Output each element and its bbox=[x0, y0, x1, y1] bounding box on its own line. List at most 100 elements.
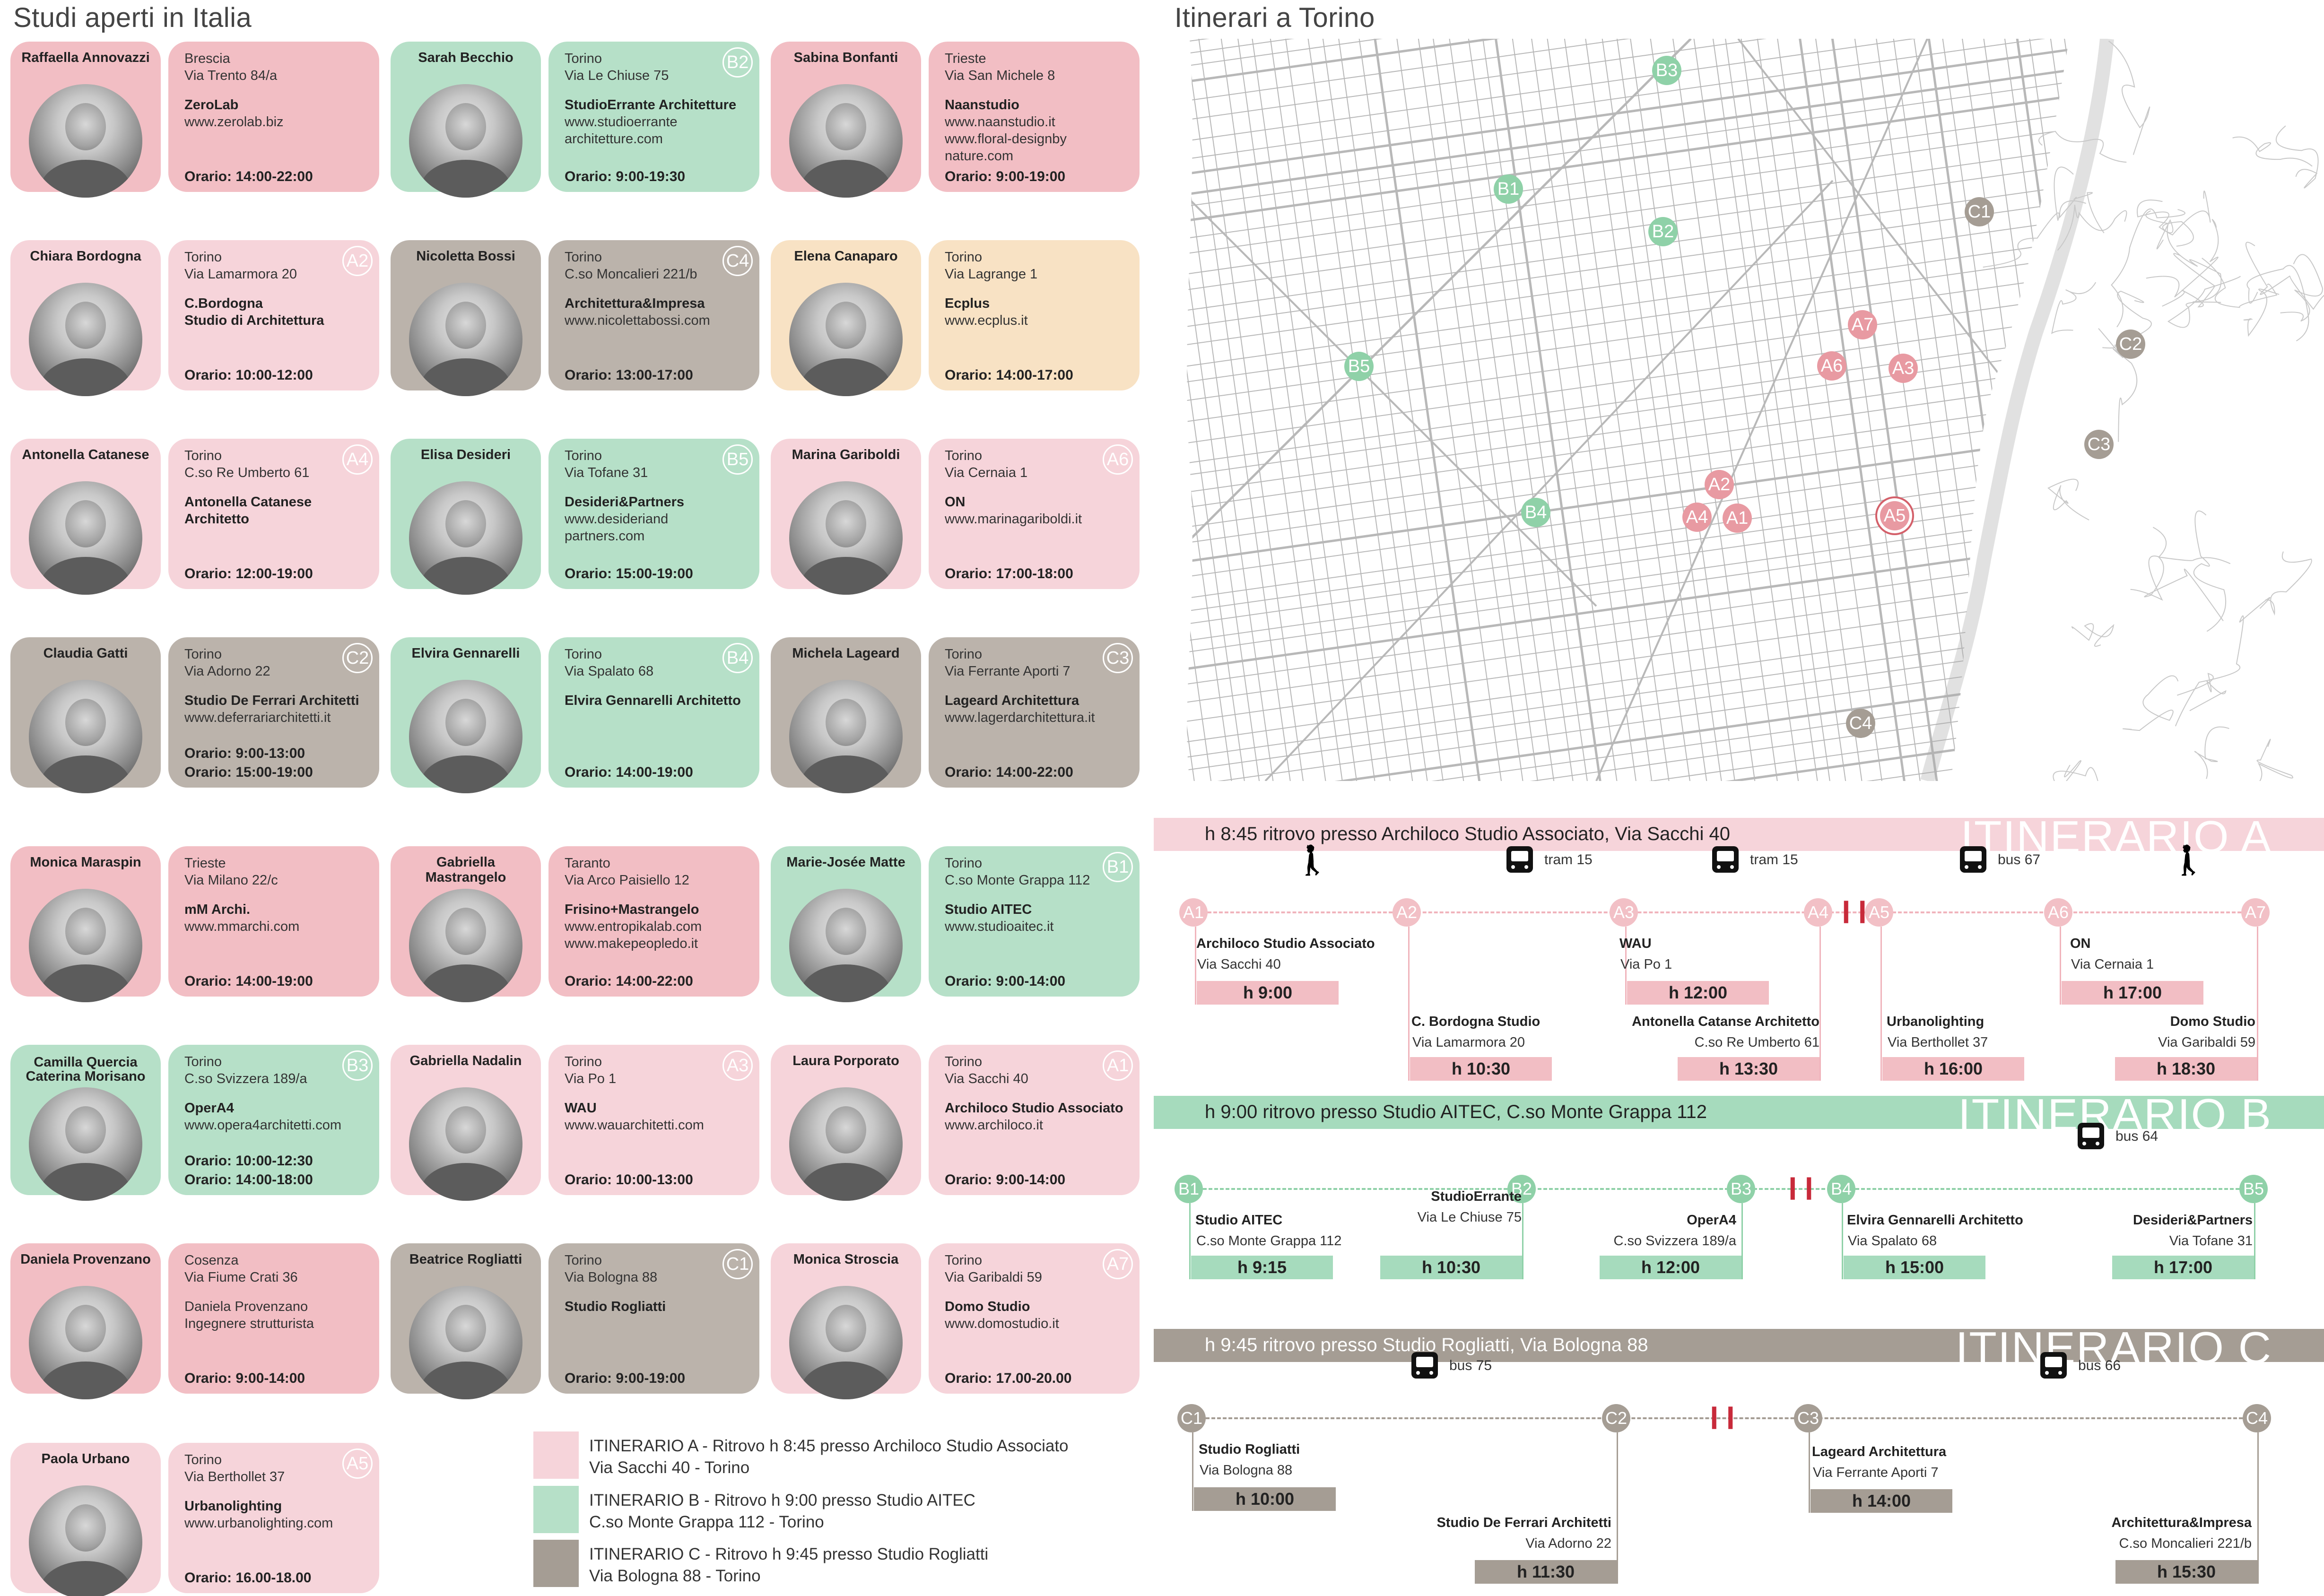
stop-node[interactable]: C4 bbox=[2243, 1404, 2271, 1432]
studio-web-line[interactable]: www.ecplus.it bbox=[945, 313, 1028, 328]
stop-node[interactable]: A4 bbox=[1804, 898, 1832, 927]
studio-info-card[interactable]: Torino Via Ferrante Aporti 7 Lageard Archi… bbox=[929, 637, 1140, 788]
person-card[interactable]: Claudia Gatti bbox=[10, 637, 161, 793]
studio-info-card[interactable]: Torino C.so Re Umberto 61 Antonella Catane… bbox=[168, 439, 379, 589]
map-pin-a4[interactable]: A4 bbox=[1682, 503, 1712, 532]
stop-node[interactable]: B4 bbox=[1827, 1175, 1855, 1203]
studio-web-line[interactable]: www.opera4architetti.com bbox=[184, 1118, 342, 1133]
studio-info-card[interactable]: Taranto Via Arco Paisiello 12 Frisino+Mast… bbox=[548, 846, 759, 997]
map-pin-b5[interactable]: B5 bbox=[1344, 352, 1374, 381]
studio-web-line[interactable]: Ingegnere strutturista bbox=[184, 1316, 314, 1331]
stop-node[interactable]: A3 bbox=[1610, 898, 1638, 927]
map-pin-a1[interactable]: A1 bbox=[1723, 503, 1752, 533]
studio-web-line[interactable]: www.urbanolighting.com bbox=[184, 1516, 333, 1531]
studio-web-line[interactable]: www.makepeopledo.it bbox=[565, 936, 698, 951]
studio-web-line[interactable]: Daniela Provenzano bbox=[184, 1299, 308, 1314]
person-card[interactable]: Antonella Catanese bbox=[10, 439, 161, 595]
studio-info-card[interactable]: Torino Via Cernaia 1 ON www.marinagariboldi… bbox=[929, 439, 1140, 589]
person-card[interactable]: Elisa Desideri bbox=[391, 439, 541, 595]
studio-web-line[interactable]: www.archiloco.it bbox=[945, 1118, 1043, 1133]
person-card[interactable]: Camilla Quercia Caterina Morisano bbox=[10, 1045, 161, 1201]
stop-node[interactable]: A1 bbox=[1179, 898, 1208, 927]
studio-web-line[interactable]: www.floral-designby bbox=[945, 131, 1067, 147]
person-card[interactable]: Elvira Gennarelli bbox=[391, 637, 541, 793]
studio-info-card[interactable]: Torino Via Garibaldi 59 Domo Studio www.dom… bbox=[929, 1243, 1140, 1394]
studio-web-line[interactable]: www.wauarchitetti.com bbox=[565, 1118, 704, 1133]
stop-node[interactable]: B1 bbox=[1175, 1175, 1203, 1203]
map-pin-a6[interactable]: A6 bbox=[1817, 351, 1846, 381]
person-card[interactable]: Daniela Provenzano bbox=[10, 1243, 161, 1399]
person-card[interactable]: Laura Porporato bbox=[771, 1045, 921, 1201]
map-pin-c3[interactable]: C3 bbox=[2084, 430, 2114, 459]
studio-info-card[interactable]: Torino C.so Monte Grappa 112 Studio AITEC w… bbox=[929, 846, 1140, 997]
studio-web-line[interactable]: www.deferrariarchitetti.it bbox=[184, 710, 331, 725]
map-pin-b4[interactable]: B4 bbox=[1521, 498, 1550, 527]
person-card[interactable]: Monica Maraspin bbox=[10, 846, 161, 1002]
map-pin-c1[interactable]: C1 bbox=[1965, 197, 1994, 226]
studio-info-card[interactable]: Torino Via Berthollet 37 Urbanolighting www… bbox=[168, 1443, 379, 1593]
studio-web-line[interactable]: www.nicolettabossi.com bbox=[565, 313, 710, 328]
stop-node[interactable]: C2 bbox=[1602, 1404, 1630, 1432]
person-card[interactable]: Elena Canaparo bbox=[771, 240, 921, 396]
studio-info-card[interactable]: Torino Via Lamarmora 20 C.Bordogna Studio d… bbox=[168, 240, 379, 390]
person-card[interactable]: Nicoletta Bossi bbox=[391, 240, 541, 396]
studio-web-line[interactable]: nature.com bbox=[945, 148, 1014, 164]
studio-info-card[interactable]: Brescia Via Trento 84/a ZeroLab www.zerolab… bbox=[168, 42, 379, 192]
person-card[interactable]: Paola Urbano bbox=[10, 1443, 161, 1596]
studio-web-line[interactable]: www.naanstudio.it bbox=[945, 114, 1055, 130]
studio-info-card[interactable]: Torino C.so Svizzera 189/a OperA4 www.opera… bbox=[168, 1045, 379, 1195]
person-card[interactable]: Raffaella Annovazzi bbox=[10, 42, 161, 198]
stop-node[interactable]: A7 bbox=[2241, 898, 2270, 927]
studio-web-line[interactable]: www.marinagariboldi.it bbox=[945, 512, 1082, 527]
map-pin-a3[interactable]: A3 bbox=[1889, 354, 1918, 383]
stop-node[interactable]: B3 bbox=[1727, 1175, 1755, 1203]
stop-node[interactable]: C3 bbox=[1794, 1404, 1822, 1432]
studio-info-card[interactable]: Torino Via Bologna 88 Studio Rogliatti Orar… bbox=[548, 1243, 759, 1394]
studio-web-line[interactable]: www.desideriand bbox=[565, 512, 669, 527]
studio-info-card[interactable]: Torino Via Sacchi 40 Archiloco Studio Asso… bbox=[929, 1045, 1140, 1195]
studio-web-line[interactable]: www.mmarchi.com bbox=[184, 919, 300, 934]
map-pin-b2[interactable]: B2 bbox=[1648, 217, 1678, 246]
map-pin-b3[interactable]: B3 bbox=[1652, 56, 1681, 85]
map-pin-a7[interactable]: A7 bbox=[1848, 310, 1877, 339]
studio-web-line[interactable]: www.lagerdarchitettura.it bbox=[945, 710, 1095, 725]
map-pin-b1[interactable]: B1 bbox=[1494, 174, 1523, 204]
studio-info-card[interactable]: Torino Via Lagrange 1 Ecplus www.ecplus.it O… bbox=[929, 240, 1140, 390]
studio-info-card[interactable]: Trieste Via Milano 22/c mM Archi. www.mmarc… bbox=[168, 846, 379, 997]
studio-web-line[interactable]: www.entropikalab.com bbox=[565, 919, 702, 934]
studio-info-card[interactable]: Torino Via Po 1 WAU www.wauarchitetti.com Or… bbox=[548, 1045, 759, 1195]
person-card[interactable]: Gabriella Mastrangelo bbox=[391, 846, 541, 1002]
person-card[interactable]: Chiara Bordogna bbox=[10, 240, 161, 396]
studio-info-card[interactable]: Torino Via Spalato 68 Elvira Gennarelli Ar… bbox=[548, 637, 759, 788]
studio-web-line[interactable]: www.zerolab.biz bbox=[184, 114, 284, 130]
person-card[interactable]: Gabriella Nadalin bbox=[391, 1045, 541, 1201]
studio-web-line[interactable]: www.studioerrante bbox=[565, 114, 678, 130]
studio-info-card[interactable]: Torino Via Tofane 31 Desideri&Partners www.… bbox=[548, 439, 759, 589]
stop-node[interactable]: B2 bbox=[1507, 1175, 1536, 1203]
map-pin-c4[interactable]: C4 bbox=[1846, 709, 1875, 738]
stop-node[interactable]: A2 bbox=[1393, 898, 1421, 927]
map-pin-a5[interactable]: A5 bbox=[1880, 501, 1909, 530]
person-card[interactable]: Marina Gariboldi bbox=[771, 439, 921, 595]
studio-info-card[interactable]: Torino Via Le Chiuse 75 StudioErrante Arch… bbox=[548, 42, 759, 192]
studio-info-card[interactable]: Trieste Via San Michele 8 Naanstudio www.na… bbox=[929, 42, 1140, 192]
studio-web-line[interactable]: architetture.com bbox=[565, 131, 663, 147]
studio-info-card[interactable]: Torino C.so Moncalieri 221/b Architettura&… bbox=[548, 240, 759, 390]
map-pin-a2[interactable]: A2 bbox=[1705, 470, 1734, 499]
person-card[interactable]: Monica Stroscia bbox=[771, 1243, 921, 1399]
studio-info-card[interactable]: Torino Via Adorno 22 Studio De Ferrari Arc… bbox=[168, 637, 379, 788]
studio-info-card[interactable]: Cosenza Via Fiume Crati 36 Daniela Provenz… bbox=[168, 1243, 379, 1394]
studio-web-line[interactable]: partners.com bbox=[565, 529, 645, 544]
studio-web-line[interactable]: www.studioaitec.it bbox=[945, 919, 1054, 934]
studio-web-line[interactable]: www.domostudio.it bbox=[945, 1316, 1059, 1331]
person-card[interactable]: Sabina Bonfanti bbox=[771, 42, 921, 198]
stop-node[interactable]: A5 bbox=[1865, 898, 1893, 927]
person-card[interactable]: Beatrice Rogliatti bbox=[391, 1243, 541, 1399]
person-card[interactable]: Marie-Josée Matte bbox=[771, 846, 921, 1002]
person-card[interactable]: Michela Lageard bbox=[771, 637, 921, 793]
stop-node[interactable]: C1 bbox=[1177, 1404, 1206, 1432]
map-pin-c2[interactable]: C2 bbox=[2116, 330, 2145, 359]
turin-map[interactable]: B3 B1 B2 C1 A7 A6 A3 C2 B5 C3 A2 A4 A1 A5 B4 C4 bbox=[1171, 39, 2324, 781]
stop-node[interactable]: B5 bbox=[2239, 1175, 2268, 1203]
stop-node[interactable]: A6 bbox=[2044, 898, 2072, 927]
